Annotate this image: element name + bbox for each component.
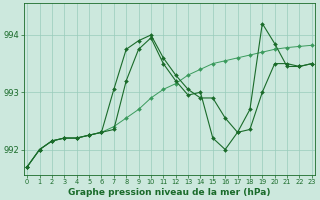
X-axis label: Graphe pression niveau de la mer (hPa): Graphe pression niveau de la mer (hPa) (68, 188, 271, 197)
